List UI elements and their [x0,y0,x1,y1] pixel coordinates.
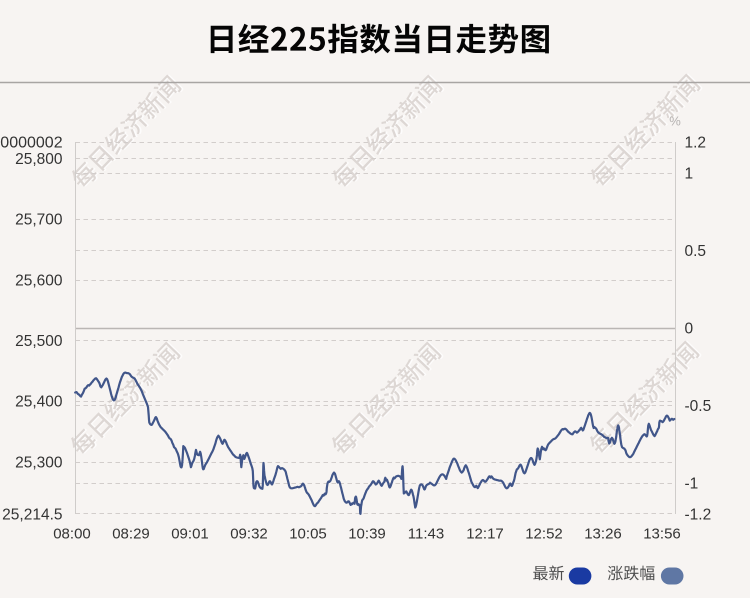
svg-text:25,800: 25,800 [15,151,63,168]
svg-text:08:29: 08:29 [112,526,150,543]
svg-text:-1: -1 [685,475,699,492]
svg-text:25,500: 25,500 [15,333,63,350]
svg-text:10:05: 10:05 [289,526,327,543]
svg-text:25,600: 25,600 [15,272,63,289]
svg-text:12:17: 12:17 [466,526,504,543]
svg-text:12:52: 12:52 [525,526,563,543]
svg-text:10:39: 10:39 [348,526,386,543]
svg-text:1: 1 [685,165,694,182]
svg-text:08:00: 08:00 [53,526,91,543]
svg-text:13:26: 13:26 [584,526,622,543]
svg-text:11:43: 11:43 [408,526,444,543]
svg-text:25,700: 25,700 [15,212,63,229]
svg-text:-1.2: -1.2 [685,506,712,523]
svg-text:25,214.5: 25,214.5 [2,506,62,523]
svg-text:%: % [669,113,681,128]
svg-text:-0.5: -0.5 [685,398,712,415]
svg-text:13:56: 13:56 [643,526,681,543]
svg-text:0000002: 0000002 [0,135,62,152]
svg-text:0.5: 0.5 [685,243,707,260]
svg-text:09:01: 09:01 [171,526,209,543]
svg-text:1.2: 1.2 [685,134,707,151]
svg-text:09:32: 09:32 [230,526,268,543]
svg-text:0: 0 [685,320,694,337]
svg-text:25,400: 25,400 [15,394,63,411]
svg-text:25,300: 25,300 [15,455,63,472]
